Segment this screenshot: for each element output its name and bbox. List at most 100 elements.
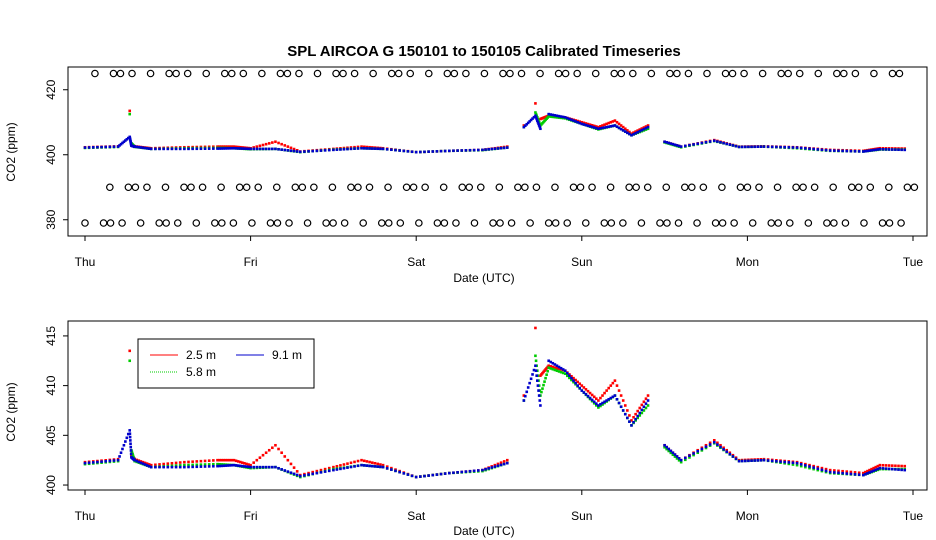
reference-marker xyxy=(860,219,868,227)
data-point xyxy=(740,459,744,463)
data-point xyxy=(158,463,161,466)
data-point xyxy=(692,452,695,455)
data-point xyxy=(841,469,844,473)
data-point xyxy=(599,402,602,406)
data-point xyxy=(551,361,555,365)
data-point xyxy=(609,384,613,387)
data-point xyxy=(222,147,225,150)
data-point xyxy=(903,468,907,472)
data-point xyxy=(220,463,223,466)
data-point xyxy=(636,130,639,134)
data-point xyxy=(452,471,455,475)
data-point xyxy=(578,121,582,125)
data-point xyxy=(588,391,592,395)
data-point xyxy=(154,463,157,467)
data-point xyxy=(626,416,629,420)
data-point xyxy=(634,130,637,133)
data-point xyxy=(667,141,671,145)
data-point xyxy=(496,462,500,466)
data-point xyxy=(339,148,342,151)
reference-marker xyxy=(106,183,114,192)
data-point xyxy=(791,463,795,466)
reference-marker xyxy=(465,183,474,192)
reference-marker xyxy=(897,219,905,227)
data-point xyxy=(787,146,791,149)
data-point xyxy=(540,390,543,394)
data-point xyxy=(191,463,194,467)
data-point xyxy=(632,132,635,136)
reference-marker xyxy=(322,219,330,227)
data-point xyxy=(816,468,820,472)
data-point xyxy=(762,145,766,148)
reference-marker xyxy=(161,183,170,192)
data-point xyxy=(704,140,708,144)
data-point xyxy=(704,445,708,449)
data-point xyxy=(876,467,880,471)
data-point xyxy=(747,145,750,149)
reference-marker xyxy=(606,183,615,192)
data-point xyxy=(379,147,382,151)
data-point xyxy=(708,140,712,143)
data-point xyxy=(537,124,541,127)
reference-marker xyxy=(384,183,392,192)
reference-marker xyxy=(607,219,616,227)
data-point xyxy=(628,132,631,136)
data-point xyxy=(673,455,677,458)
data-point xyxy=(586,389,590,393)
data-point xyxy=(255,145,259,148)
bottom-panel-frame xyxy=(67,320,928,491)
data-point xyxy=(884,148,888,151)
data-point xyxy=(725,450,728,454)
data-point xyxy=(292,466,296,469)
data-point xyxy=(362,145,366,149)
data-point xyxy=(669,451,673,455)
data-point xyxy=(804,147,807,150)
data-point xyxy=(623,130,627,133)
data-point xyxy=(224,464,228,467)
data-point xyxy=(379,463,382,466)
data-point xyxy=(472,469,476,473)
data-point xyxy=(373,461,377,465)
reference-marker xyxy=(736,183,745,192)
reference-marker xyxy=(489,219,497,227)
data-point xyxy=(131,454,135,458)
data-point xyxy=(365,145,369,149)
data-point xyxy=(145,462,149,465)
reference-marker xyxy=(666,69,674,78)
y-tick-label: 405 xyxy=(44,425,58,445)
x-tick-label: Sun xyxy=(571,509,592,523)
data-point xyxy=(295,150,299,153)
data-point xyxy=(271,465,274,469)
data-point xyxy=(551,113,555,117)
data-point xyxy=(187,147,190,151)
data-point xyxy=(903,148,907,152)
data-point xyxy=(342,466,346,470)
reference-marker xyxy=(514,183,522,192)
data-point xyxy=(566,116,569,120)
legend: 2.5 m 9.1 m 5.8 m xyxy=(137,338,315,389)
data-point xyxy=(563,369,567,373)
reference-marker xyxy=(625,183,633,192)
reference-marker xyxy=(452,219,460,227)
reference-marker xyxy=(332,69,340,78)
data-point xyxy=(356,464,360,468)
data-point xyxy=(617,401,621,405)
data-point xyxy=(224,145,228,148)
reference-marker xyxy=(276,69,285,78)
data-point xyxy=(638,128,642,131)
data-point xyxy=(561,368,565,371)
data-point xyxy=(191,460,194,463)
data-point xyxy=(536,384,540,387)
data-point xyxy=(636,414,639,418)
data-point xyxy=(353,147,356,150)
data-point xyxy=(538,125,542,129)
data-point xyxy=(628,130,631,134)
data-point xyxy=(804,465,807,469)
data-point xyxy=(535,119,539,122)
data-point xyxy=(762,458,766,462)
reference-marker xyxy=(313,69,322,78)
data-point xyxy=(460,149,464,152)
reference-marker xyxy=(506,69,514,78)
data-point xyxy=(630,132,633,135)
data-point xyxy=(555,116,559,119)
